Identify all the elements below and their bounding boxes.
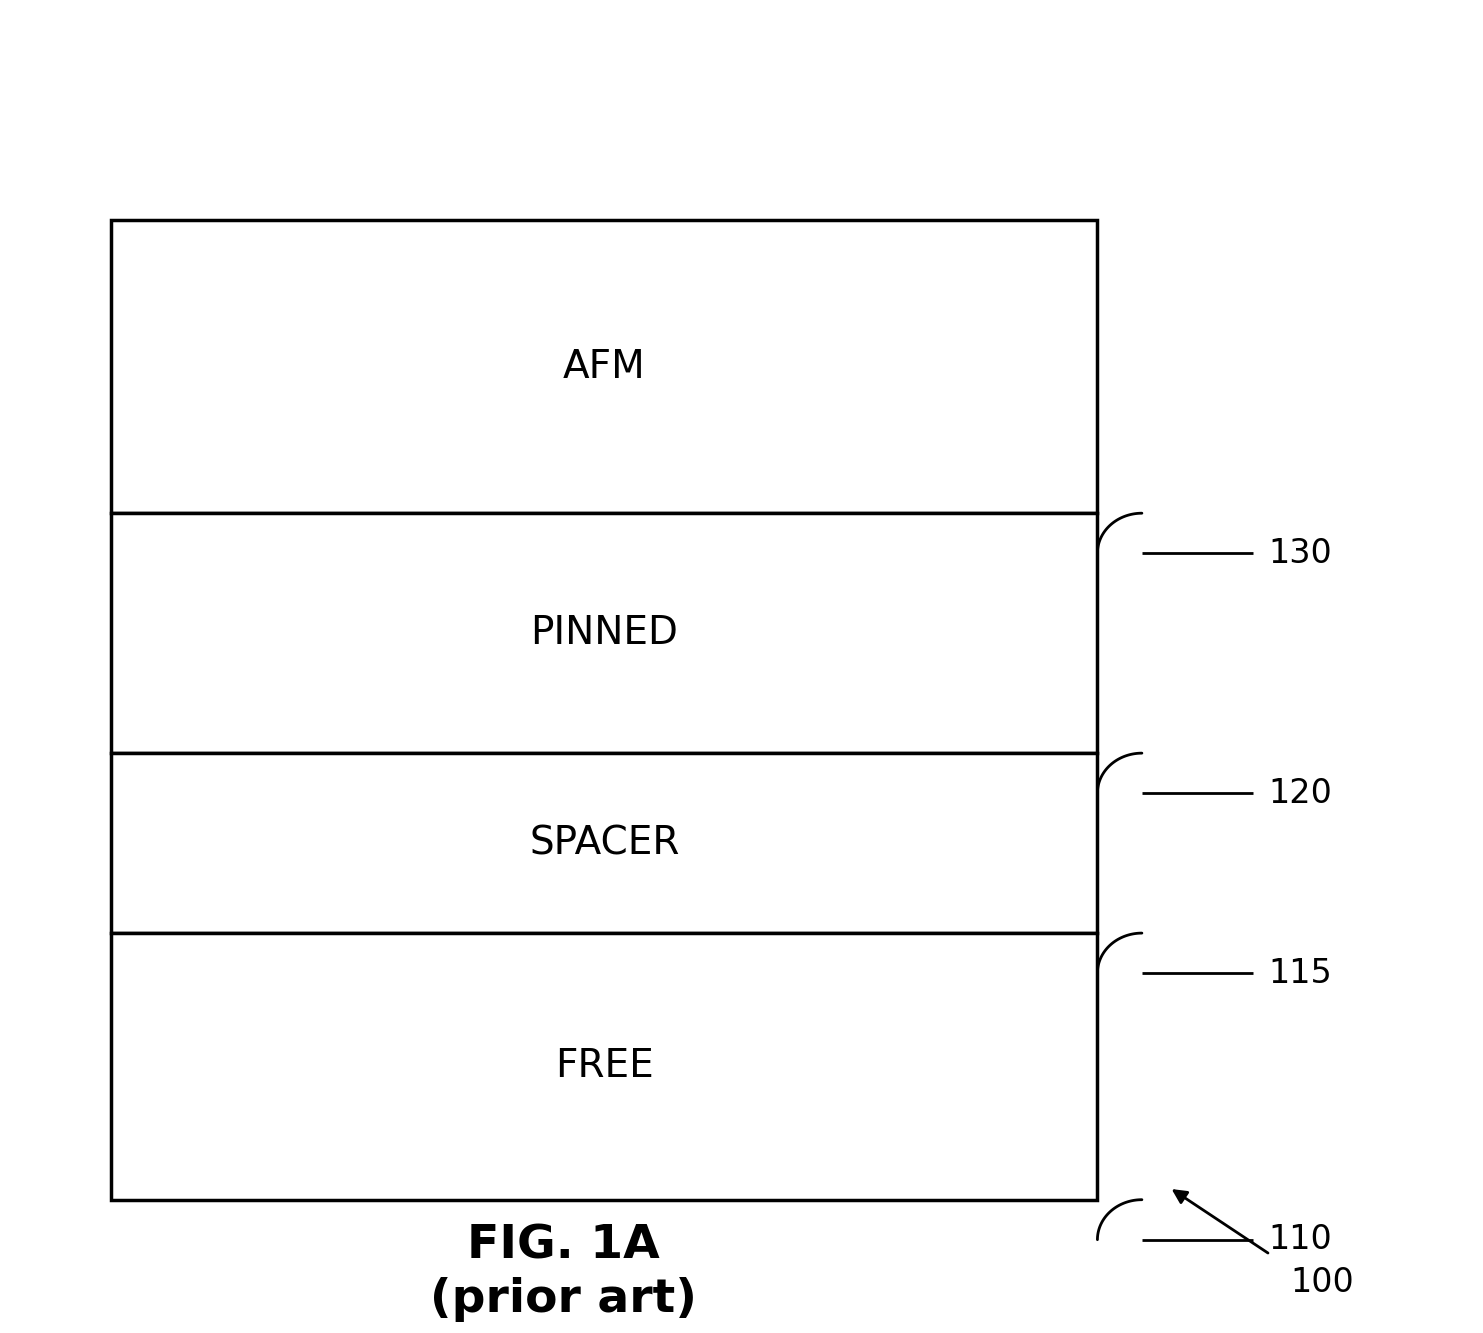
- Bar: [111, 933, 1097, 1200]
- Text: SPACER: SPACER: [529, 824, 679, 862]
- Text: PINNED: PINNED: [531, 615, 678, 652]
- Text: 100: 100: [1290, 1266, 1354, 1300]
- Text: (prior art): (prior art): [430, 1277, 697, 1322]
- Text: 115: 115: [1268, 957, 1332, 989]
- Bar: [111, 513, 1097, 753]
- Text: FIG. 1A: FIG. 1A: [467, 1224, 660, 1269]
- Bar: [111, 220, 1097, 513]
- Bar: [111, 753, 1097, 933]
- Text: 130: 130: [1268, 537, 1332, 569]
- Text: 120: 120: [1268, 777, 1332, 809]
- Text: AFM: AFM: [564, 348, 645, 385]
- Text: 110: 110: [1268, 1224, 1332, 1256]
- Text: FREE: FREE: [555, 1048, 654, 1085]
